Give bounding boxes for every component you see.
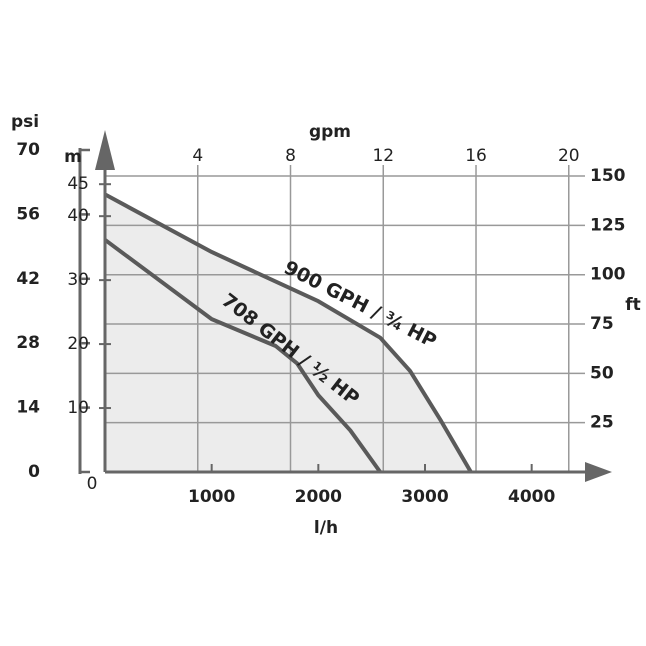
y-label: m [64, 147, 82, 167]
x-label: l/h [314, 518, 338, 538]
y3-tick-label: 14 [16, 398, 40, 418]
y-tick-label: 40 [67, 206, 89, 226]
y3-tick-label: 28 [16, 333, 40, 353]
y2-tick-label: 150 [590, 166, 626, 186]
y2-tick-label: 125 [590, 215, 626, 235]
x-tick-label: 1000 [188, 487, 235, 507]
x-tick-label: 0 [87, 474, 98, 494]
y3-label: psi [11, 112, 39, 132]
y-arrow [95, 130, 115, 170]
area [105, 194, 471, 472]
y-tick-label: 20 [67, 334, 89, 354]
x2-tick-label: 16 [465, 146, 487, 166]
x2-tick-label: 20 [558, 146, 580, 166]
y2-tick-label: 75 [590, 314, 614, 334]
y3-tick-label: 70 [16, 140, 40, 160]
x2-tick-label: 8 [285, 146, 296, 166]
x2-tick-label: 4 [192, 146, 203, 166]
x2-tick-label: 12 [372, 146, 394, 166]
line [103, 238, 382, 474]
y2-tick-label: 50 [590, 363, 614, 383]
y2-label: ft [625, 295, 641, 315]
y3-tick-label: 56 [16, 204, 40, 224]
x-tick-label: 2000 [295, 487, 342, 507]
y2-tick-label: 100 [590, 265, 626, 285]
y2-tick-label: 25 [590, 413, 614, 433]
y-tick-label: 10 [67, 398, 89, 418]
x-tick-label: 4000 [508, 487, 555, 507]
x2-label: gpm [309, 122, 351, 142]
x-tick-label: 3000 [401, 487, 448, 507]
y-tick-label: 45 [67, 174, 89, 194]
line [104, 192, 473, 474]
x-arrow [585, 462, 612, 482]
y3-tick-label: 0 [28, 462, 40, 482]
y-tick-label: 30 [67, 270, 89, 290]
y3-tick-label: 42 [16, 269, 40, 289]
